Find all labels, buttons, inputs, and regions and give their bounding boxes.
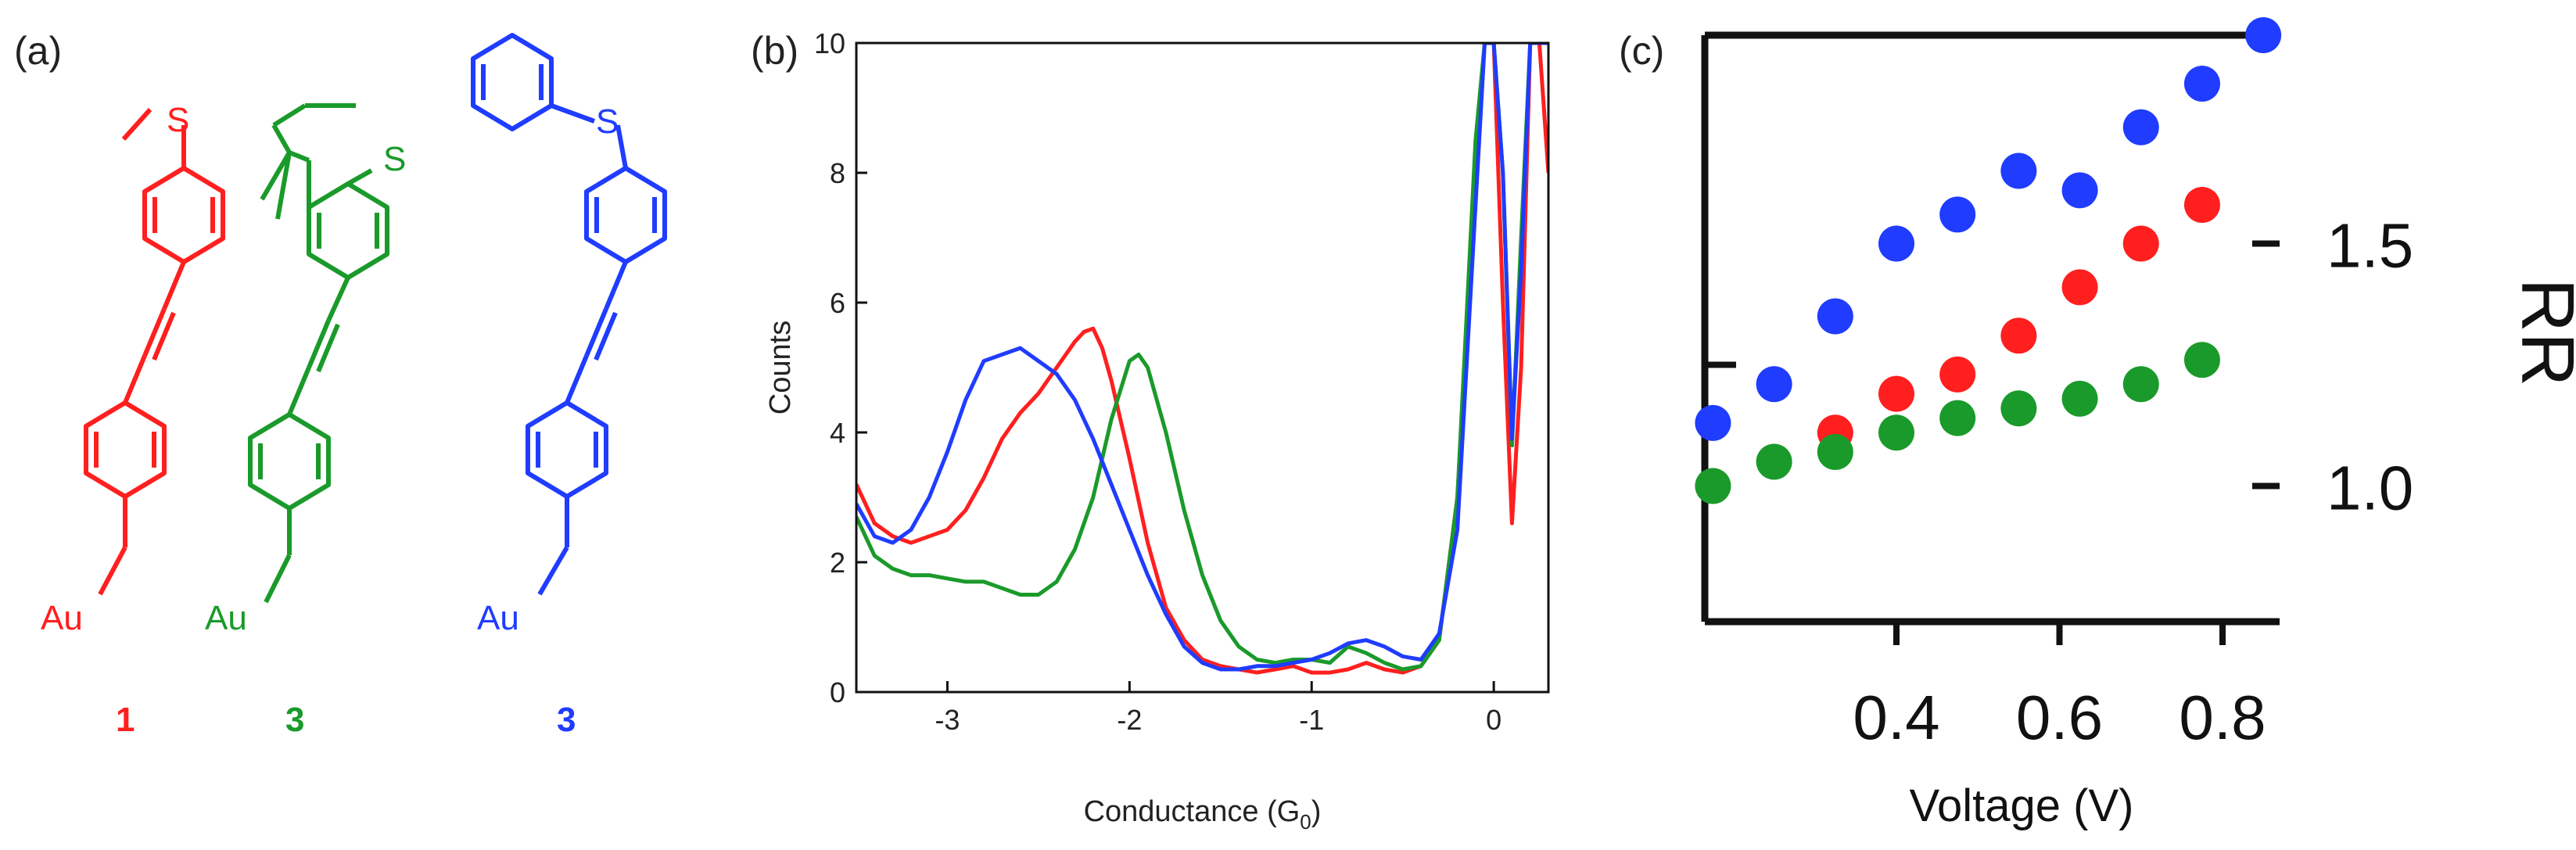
histogram-series-line-2 (856, 43, 1548, 672)
scatter-point-green (1695, 468, 1731, 504)
scatter-point-green (1878, 414, 1914, 451)
scatter-point-green (2061, 380, 2098, 417)
scatter-x-tick-label: 0.8 (2179, 683, 2266, 752)
scatter-point-blue (2183, 65, 2220, 102)
scatter-point-red (1939, 356, 1976, 393)
histogram-y-tick-label: 6 (830, 287, 845, 319)
histogram-y-tick-label: 8 (830, 157, 845, 189)
scatter-x-tick-label: 0.4 (1853, 683, 1939, 752)
molecule-2-heteroatom: S (383, 140, 406, 178)
scatter-point-blue (2061, 172, 2098, 209)
scatter-point-green (1756, 443, 1792, 480)
histogram-ticks: -3 -2 -1 0 0 2 4 6 8 10 (814, 27, 1501, 736)
scatter-y-axis-title: RR (2506, 278, 2576, 387)
panel-b-label: (b) (751, 29, 798, 73)
scatter-point-green (2183, 342, 2220, 378)
scatter-axes (1701, 31, 2280, 626)
scatter-point-blue (1878, 225, 1914, 262)
rectification-scatter: 1.0 1.5 0.4 0.6 0.8 Voltage (V) RR (1695, 17, 2576, 831)
scatter-point-red (2183, 186, 2220, 223)
scatter-point-blue (1817, 298, 1853, 335)
molecule-2-anchor: Au (205, 599, 247, 637)
scatter-point-blue (1756, 366, 1792, 403)
histogram-y-tick-label: 2 (830, 547, 845, 579)
histogram-x-tick-label: -3 (935, 704, 960, 736)
scatter-y-tick-label: 1.0 (2327, 453, 2413, 522)
scatter-y-tick-label: 1.5 (2327, 211, 2413, 281)
scatter-point-blue (2245, 17, 2282, 53)
molecule-3-structure (471, 33, 667, 596)
histogram-y-axis-title: Counts (764, 321, 797, 414)
molecule-1-anchor: Au (41, 599, 83, 637)
molecule-3-anchor: Au (477, 599, 519, 637)
molecule-2-number: 3 (285, 701, 304, 739)
histogram-series-line-3 (856, 43, 1548, 672)
molecule-1-structure (84, 107, 225, 596)
scatter-point-green (1939, 400, 1976, 436)
scatter-point-red (2061, 269, 2098, 306)
histogram-y-tick-label: 0 (830, 676, 845, 708)
histogram-y-tick-label: 4 (830, 417, 845, 449)
panel-a-label: (a) (14, 29, 62, 73)
scatter-point-green (1817, 434, 1853, 471)
scatter-point-blue (1695, 404, 1731, 441)
histogram-x-axis-title: Conductance (G0) (1084, 795, 1322, 834)
scatter-point-blue (2122, 109, 2159, 145)
molecule-1-number: 1 (116, 701, 135, 739)
histogram-x-tick-label: -2 (1117, 704, 1142, 736)
panel-c-label: (c) (1619, 29, 1664, 73)
scatter-x-tick-label: 0.6 (2016, 683, 2103, 752)
molecule-2-structure (248, 103, 389, 604)
histogram-series-group (856, 43, 1548, 675)
molecule-3-number: 3 (557, 701, 576, 739)
conductance-histogram: -3 -2 -1 0 0 2 4 6 8 10 Counts Conductance (G0) (764, 27, 1550, 834)
histogram-frame (855, 41, 1550, 694)
scatter-point-green (2122, 366, 2159, 403)
scatter-x-axis-title: Voltage (V) (1910, 780, 2134, 831)
scatter-point-blue (2000, 152, 2037, 189)
scatter-point-blue (1939, 196, 1976, 233)
scatter-ticks: 1.0 1.5 0.4 0.6 0.8 (1705, 211, 2413, 752)
molecule-3-heteroatom: S (596, 102, 619, 141)
scatter-point-red (2122, 225, 2159, 262)
histogram-y-tick-label: 10 (814, 27, 845, 59)
histogram-x-tick-label: -1 (1299, 704, 1324, 736)
scatter-point-green (2000, 390, 2037, 427)
scatter-point-red (1878, 375, 1914, 412)
molecule-1-heteroatom: S (167, 101, 189, 139)
scatter-point-red (2000, 317, 2037, 354)
histogram-x-tick-label: 0 (1486, 704, 1501, 736)
scatter-points-group (1695, 17, 2282, 504)
